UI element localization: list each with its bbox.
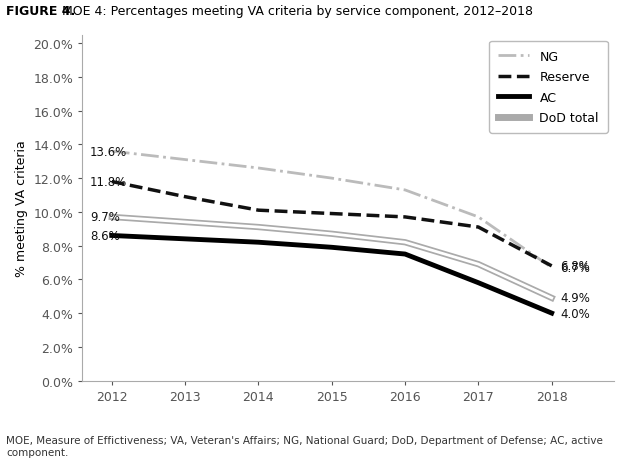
Text: 8.6%: 8.6%	[90, 230, 120, 242]
NG	[255, 166, 262, 171]
Reserve	[255, 208, 262, 213]
Text: 11.8%: 11.8%	[90, 176, 127, 189]
NG	[548, 265, 555, 271]
Text: 4.9%: 4.9%	[560, 292, 591, 305]
Text: MOE 4: Percentages meeting VA criteria by service component, 2012–2018: MOE 4: Percentages meeting VA criteria b…	[58, 5, 533, 17]
Reserve	[475, 225, 482, 230]
AC	[108, 233, 116, 239]
NG	[475, 215, 482, 220]
NG	[401, 188, 409, 193]
Line: AC: AC	[112, 236, 552, 313]
Reserve	[108, 179, 116, 185]
AC	[548, 311, 555, 316]
Legend: NG, Reserve, AC, DoD total: NG, Reserve, AC, DoD total	[489, 42, 608, 134]
Line: Reserve: Reserve	[112, 182, 552, 266]
AC	[255, 240, 262, 246]
Text: 13.6%: 13.6%	[90, 146, 127, 158]
Text: 6.8%: 6.8%	[560, 260, 590, 273]
Reserve	[328, 211, 335, 217]
Text: 9.7%: 9.7%	[90, 211, 120, 224]
NG	[108, 149, 116, 155]
AC	[475, 280, 482, 286]
AC	[181, 236, 189, 242]
AC	[328, 245, 335, 251]
Reserve	[401, 215, 409, 220]
Line: NG: NG	[112, 152, 552, 268]
Text: 6.7%: 6.7%	[560, 262, 591, 274]
Text: MOE, Measure of Effictiveness; VA, Veteran's Affairs; NG, National Guard; DoD, D: MOE, Measure of Effictiveness; VA, Veter…	[6, 435, 603, 457]
NG	[181, 157, 189, 163]
Y-axis label: % meeting VA criteria: % meeting VA criteria	[15, 140, 28, 276]
Reserve	[548, 263, 555, 269]
Text: 4.0%: 4.0%	[560, 307, 590, 320]
Reserve	[181, 195, 189, 200]
NG	[328, 176, 335, 181]
AC	[401, 252, 409, 257]
Text: FIGURE 4.: FIGURE 4.	[6, 5, 75, 17]
